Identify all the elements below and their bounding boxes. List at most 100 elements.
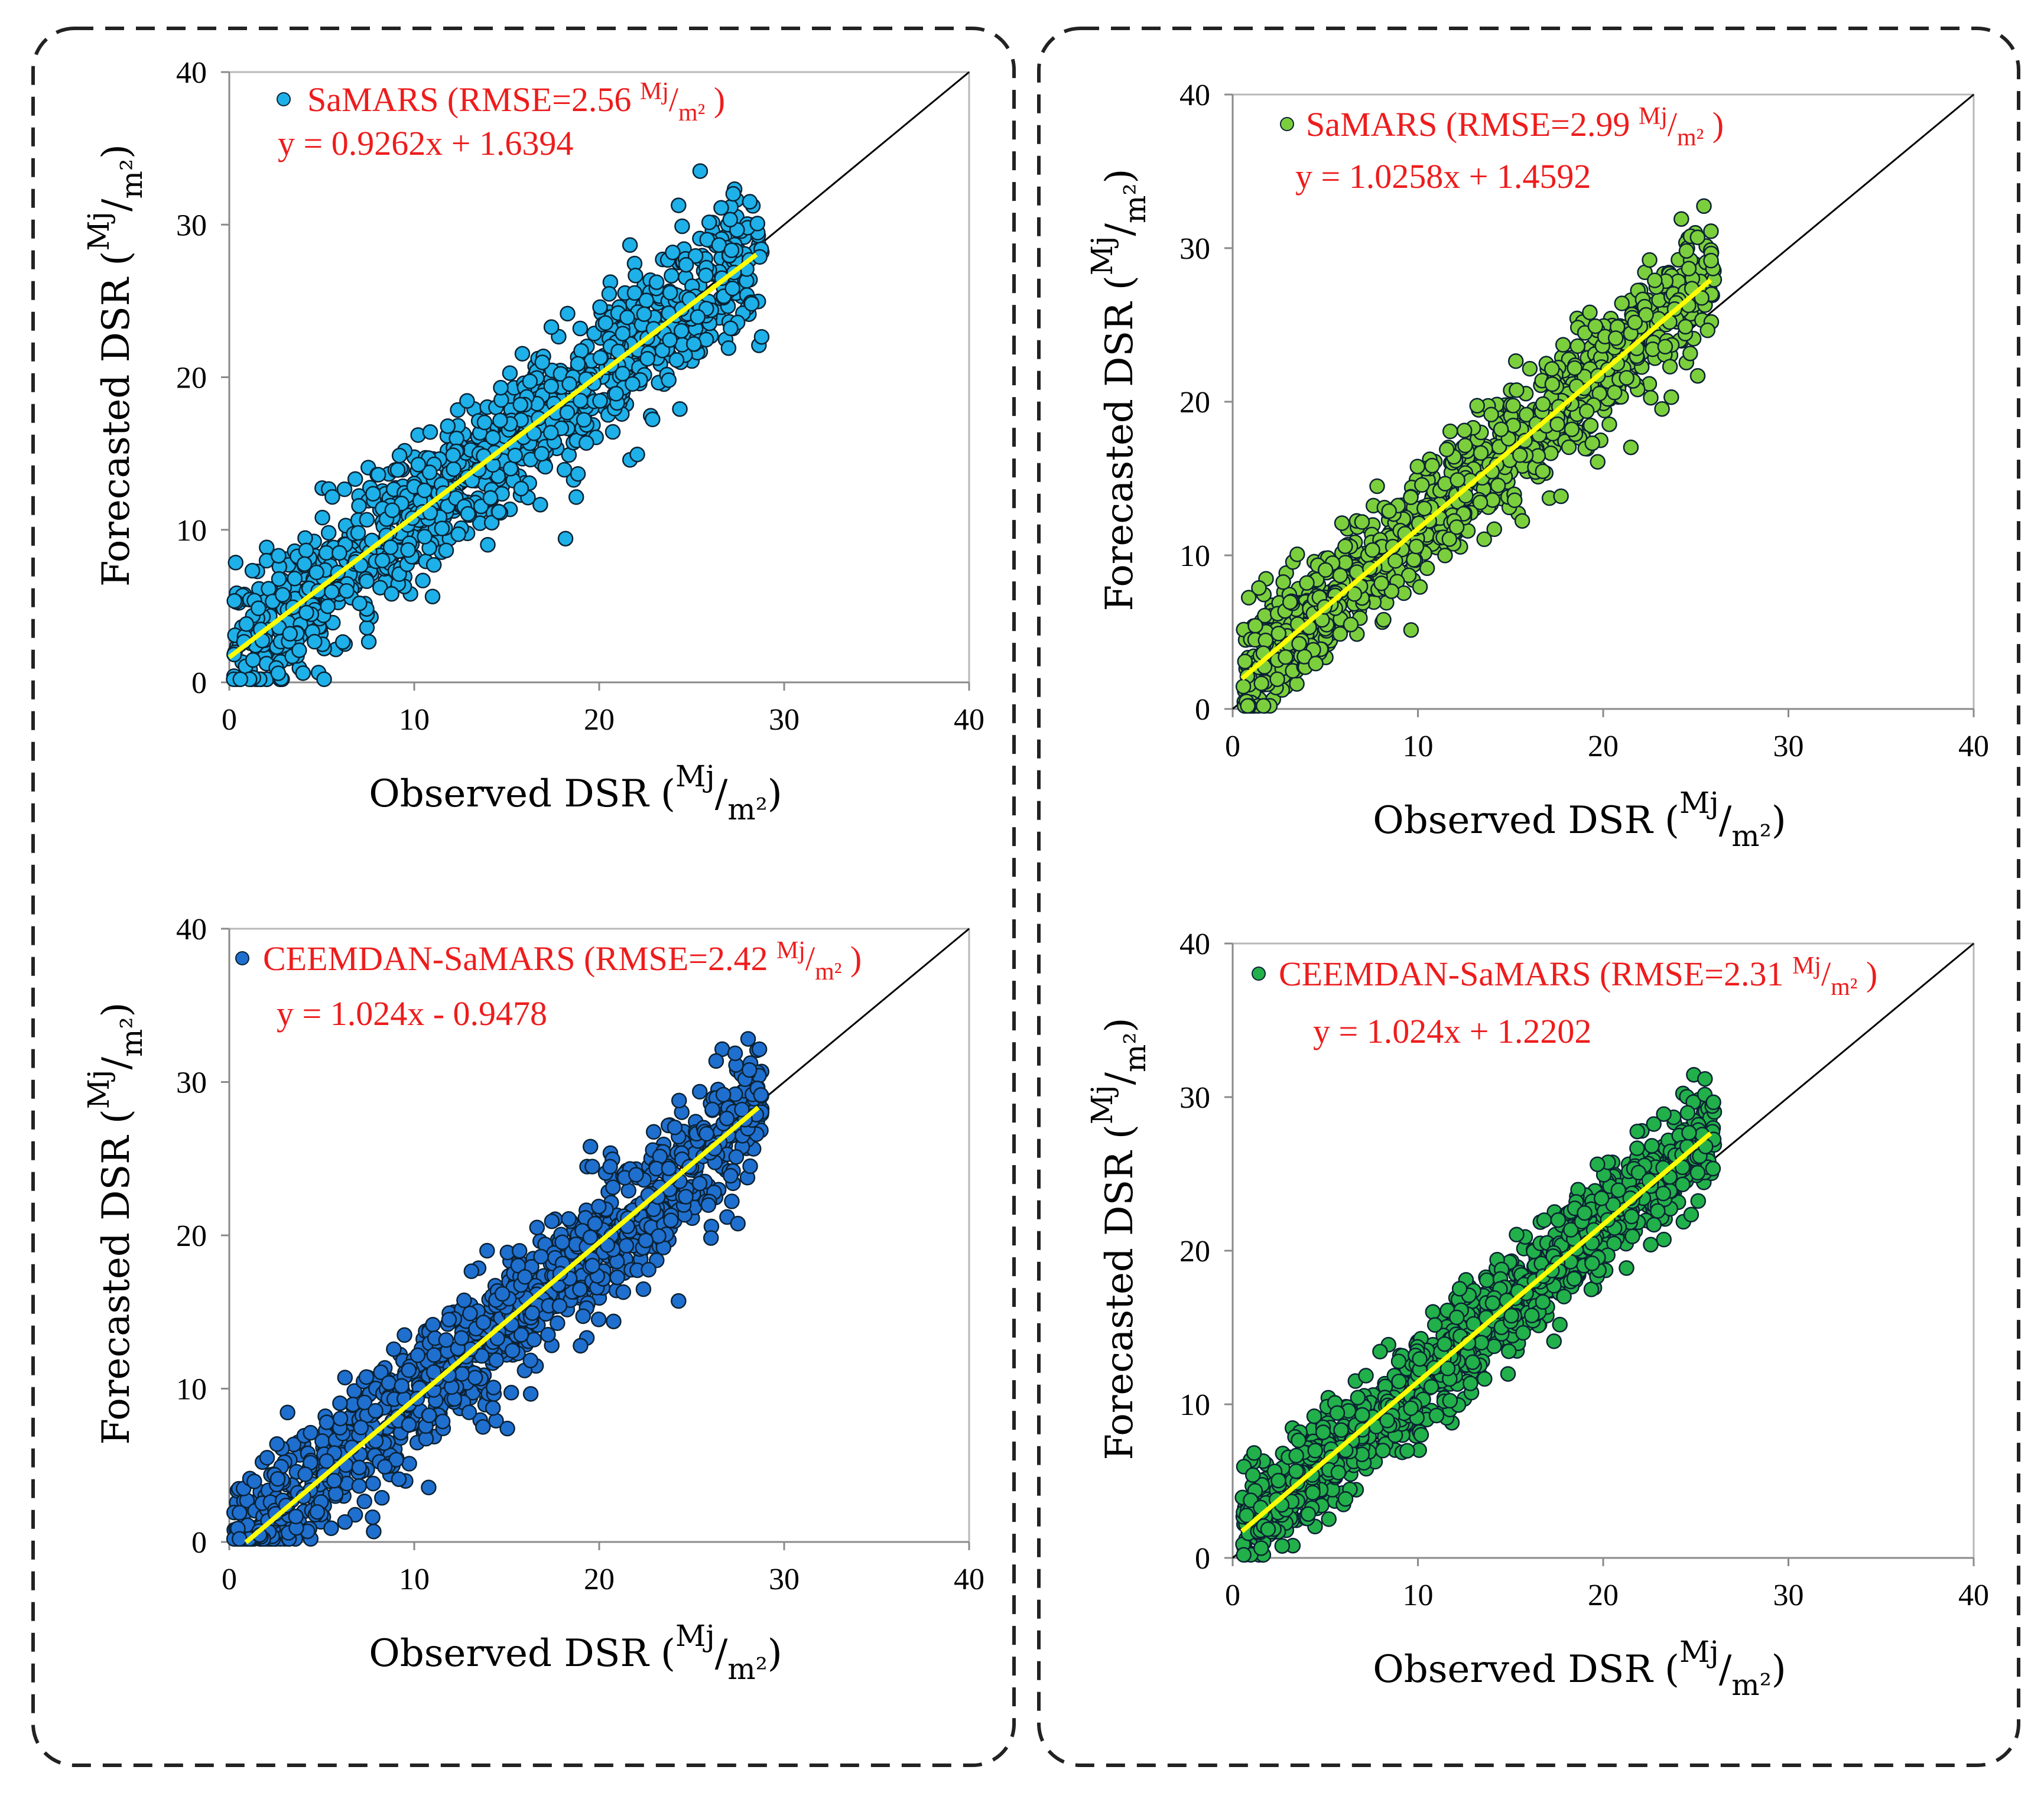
scatter-point [687,248,704,264]
scatter-point [704,1101,720,1118]
scatter-point [1675,1176,1691,1193]
scatter-point [661,1160,677,1176]
scatter-point [298,604,314,621]
scatter-point [654,342,671,359]
scatter-point [389,462,406,478]
y-axis-title: Forecasted DSR (Mj/m²) [82,1002,149,1444]
scatter-point [1354,1407,1370,1423]
x-tick-label: 40 [1958,1579,1989,1612]
scatter-point [1567,360,1582,376]
scatter-point [297,1466,313,1482]
scatter-point [543,378,559,394]
scatter-point [529,1219,545,1236]
scatter-point [269,1436,285,1452]
scatter-point [386,1341,402,1357]
scatter-point [645,411,661,428]
scatter-point [359,573,375,590]
x-tick-label: 20 [584,1563,615,1596]
scatter-point [1282,594,1298,610]
scatter-point [425,1316,441,1333]
scatter-point [601,286,618,302]
scatter-point [280,1404,295,1421]
scatter-point [1577,1205,1593,1221]
legend: SaMARS (RMSE=2.56 Mj/m² )y = 0.9262x + 1… [277,78,725,162]
scatter-point [1448,519,1465,535]
y-tick-label: 10 [176,1373,207,1407]
scatter-point [1689,1164,1706,1181]
scatter-points [226,1031,770,1547]
scatter-point [1645,341,1661,357]
scatter-point [1237,653,1253,669]
scatter-point [394,1378,410,1394]
scatter-point [674,218,690,235]
scatter-point [606,1313,622,1329]
x-tick-label: 20 [1588,730,1619,763]
scatter-point [479,1242,495,1259]
scatter-point [1524,1307,1540,1323]
scatter-point [1296,649,1312,665]
scatter-point [608,386,624,402]
scatter-point [722,212,738,228]
scatter-point [1442,1392,1458,1409]
scatter-point [1555,337,1571,353]
scatter-point [511,1243,528,1259]
scatter-point [1381,503,1397,519]
scatter-point [295,665,311,681]
scatter-point [298,542,314,558]
scatter-point [1441,531,1458,547]
scatter-point [1627,314,1643,330]
scatter-point [401,1417,417,1433]
scatter-point [514,346,531,362]
scatter-point [351,1478,368,1494]
scatter-point [314,509,330,526]
scatter-point [347,471,363,487]
scatter-point [615,366,631,382]
x-tick-label: 30 [1773,1579,1804,1612]
scatter-point [332,545,347,561]
scatter-point [587,1216,603,1232]
legend-marker [1280,117,1294,131]
scatter-point [534,354,550,370]
scatter-point [1428,1407,1445,1424]
scatter-point [1629,1140,1645,1156]
scatter-point [1464,1354,1481,1371]
scatter-point [513,480,529,497]
fit-line [244,1105,760,1544]
legend-unit-den: m² [815,958,841,985]
scatter-point [1416,500,1432,516]
scatter-point [1699,322,1715,339]
scatter-point [350,525,366,541]
y-tick-label: 10 [1179,539,1210,573]
scatter-point [232,1531,248,1547]
scatter-point [1260,1521,1276,1537]
scatter-point [1646,1116,1662,1132]
legend-unit-num: Mj [776,937,805,964]
scatter-point [1289,546,1305,562]
scatter-point [1503,1307,1520,1324]
scatter-point [502,460,519,477]
scatter-point [483,515,500,531]
scatter-point [324,584,340,600]
scatter-point [602,1159,618,1175]
x-tick-label: 40 [1958,730,1989,763]
fit-equation: y = 1.024x - 0.9478 [277,994,547,1033]
scatter-point [352,595,368,611]
fit-equation: y = 1.024x + 1.2202 [1313,1012,1591,1050]
scatter-point [1556,1289,1572,1304]
scatter-point [1689,367,1706,384]
scatter-point [636,306,652,322]
scatter-point [503,1385,519,1401]
scatter-point [1544,376,1561,392]
scatter-point [485,1379,502,1395]
scatter-point [318,545,334,561]
scatter-point [570,466,586,482]
scatter-point [1288,1447,1304,1464]
scatter-point [1656,1231,1672,1248]
scatter-point [391,1471,407,1487]
scatter-point [1374,1443,1391,1459]
scatter-point [232,671,249,688]
scatter-point [1535,463,1551,479]
scatter-point [668,352,685,368]
y-tick-label: 30 [176,209,207,242]
